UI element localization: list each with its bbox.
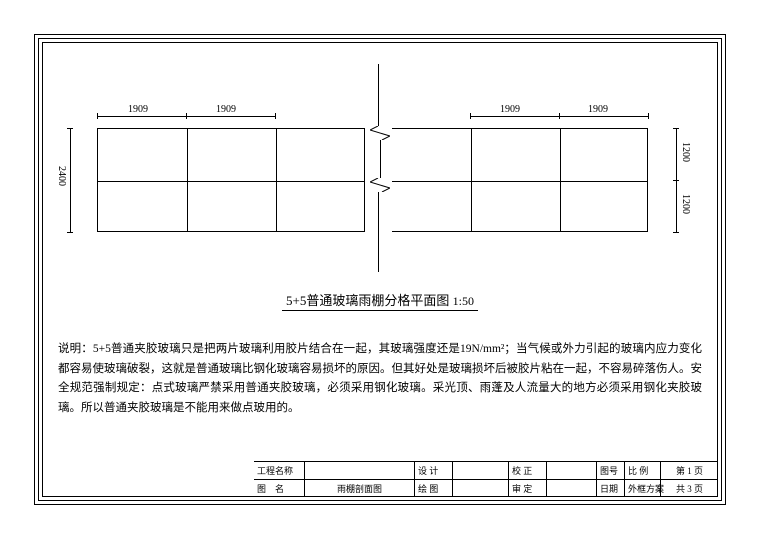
tb-proj-value bbox=[305, 462, 414, 480]
break-zig-icon bbox=[370, 178, 390, 192]
tb-ratio-label: 比 例 bbox=[625, 462, 660, 480]
dim-top-l2: 1909 bbox=[216, 104, 236, 115]
grid-vline bbox=[471, 129, 472, 231]
tb-approve-label: 审 定 bbox=[509, 480, 546, 497]
dim-top-r1: 1909 bbox=[500, 104, 520, 115]
tb-size-label: 外框方案 bbox=[625, 480, 660, 497]
grid-right bbox=[381, 128, 648, 232]
tb-proj-label: 工程名称 bbox=[254, 462, 304, 480]
tb-design-label: 设 计 bbox=[415, 462, 452, 480]
titleblock: 工程名称 图 名 雨棚剖面图 设 计 绘 图 校 正 审 定 图号 日期 比 例… bbox=[254, 461, 718, 497]
grid-hline bbox=[382, 181, 647, 182]
title-main: 普通玻璃雨棚分格平面图 bbox=[306, 293, 449, 308]
tb-draw-value: 雨棚剖面图 bbox=[305, 480, 414, 497]
dim-tick bbox=[470, 113, 471, 119]
title-prefix: 5+5 bbox=[286, 293, 306, 308]
tb-fig-label: 图号 bbox=[597, 462, 624, 480]
tb-approve-value bbox=[547, 480, 596, 497]
dim-tick bbox=[275, 113, 276, 119]
grid-vline bbox=[276, 129, 277, 231]
break-zig-icon bbox=[370, 126, 390, 140]
tb-design-value bbox=[453, 462, 508, 480]
tb-check-value bbox=[547, 462, 596, 480]
drawing-title: 5+5普通玻璃雨棚分格平面图 1:50 bbox=[0, 290, 760, 311]
break-line bbox=[380, 140, 381, 178]
dim-left-total: 2400 bbox=[56, 166, 67, 186]
dim-tick bbox=[648, 113, 649, 119]
dim-tick bbox=[67, 128, 73, 129]
dim-tick bbox=[67, 232, 73, 233]
grid-hline bbox=[98, 181, 364, 182]
tb-date-label: 日期 bbox=[597, 480, 624, 497]
dim-line bbox=[70, 128, 71, 232]
title-scale: 1:50 bbox=[453, 294, 474, 308]
description-text: 说明：5+5普通夹胶玻璃只是把两片玻璃利用胶片结合在一起，其玻璃强度还是19N/… bbox=[58, 340, 702, 418]
tb-total: 共 3 页 bbox=[661, 480, 718, 497]
dim-right-1: 1200 bbox=[680, 142, 691, 162]
grid-vline bbox=[560, 129, 561, 231]
tb-drawn-label: 绘 图 bbox=[415, 480, 452, 497]
dim-tick bbox=[559, 113, 560, 119]
tb-draw-label: 图 名 bbox=[254, 480, 304, 497]
tb-check-label: 校 正 bbox=[509, 462, 546, 480]
tb-page: 第 1 页 bbox=[661, 462, 718, 480]
dim-right-2: 1200 bbox=[680, 194, 691, 214]
dim-top-r2: 1909 bbox=[588, 104, 608, 115]
dim-tick bbox=[97, 113, 98, 119]
dim-tick bbox=[673, 180, 679, 181]
break-line bbox=[378, 192, 379, 272]
grid-vline bbox=[187, 129, 188, 231]
dim-tick bbox=[186, 113, 187, 119]
dim-tick bbox=[673, 232, 679, 233]
dim-tick bbox=[673, 128, 679, 129]
break-line bbox=[378, 64, 379, 126]
tb-drawn-value bbox=[453, 480, 508, 497]
dim-top-l1: 1909 bbox=[128, 104, 148, 115]
grid-left bbox=[97, 128, 365, 232]
